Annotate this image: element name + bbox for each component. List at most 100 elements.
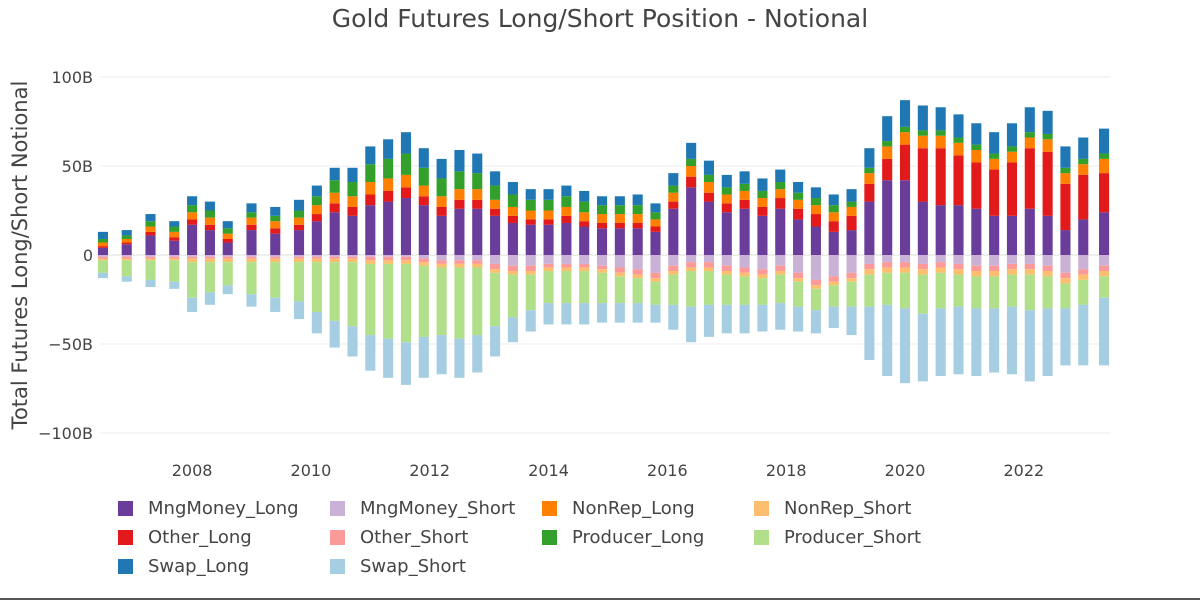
bar-mngmoney-long (169, 240, 180, 255)
bar-other-long (775, 198, 786, 209)
bar-other-long (917, 148, 928, 202)
bar-other-long (793, 208, 804, 220)
bar-producer-short (1024, 274, 1035, 311)
x-tick-label: 2018 (766, 461, 807, 480)
bar-swap-long (703, 160, 715, 175)
bar-producer-short (490, 272, 501, 327)
bar-nonrep-short (490, 269, 501, 273)
bar-nonrep-short (703, 267, 715, 272)
bar-nonrep-short (543, 267, 554, 272)
bar-mngmoney-long (846, 230, 857, 255)
bar-other-short (989, 265, 1000, 272)
bar-nonrep-long (329, 192, 340, 204)
bar-nonrep-long (899, 132, 911, 145)
bar-mngmoney-short (169, 255, 180, 257)
bar-other-short (543, 263, 554, 268)
x-tick-label: 2020 (885, 461, 926, 480)
bar-mngmoney-long (793, 219, 804, 255)
bar-other-short (882, 262, 893, 268)
bar-other-long (169, 237, 180, 241)
bar-swap-long (899, 100, 911, 127)
bar-producer-long (418, 167, 429, 186)
bar-swap-long (507, 182, 518, 195)
bar-swap-long (793, 182, 804, 193)
bar-other-short (400, 256, 412, 261)
legend-label: Swap_Short (360, 556, 466, 577)
bar-producer-long (1078, 158, 1089, 165)
bar-other-short (739, 267, 750, 273)
bar-mngmoney-long (329, 212, 340, 255)
bar-swap-short (418, 336, 429, 378)
bar-swap-long (650, 203, 661, 213)
bar-producer-long (989, 153, 1000, 159)
bar-mngmoney-short (507, 255, 518, 266)
legend-swatch (118, 530, 133, 545)
bar-producer-long (864, 167, 875, 174)
bar-nonrep-short (650, 278, 661, 282)
bar-other-short (632, 269, 643, 275)
bar-other-long (97, 246, 109, 248)
bar-nonrep-short (222, 258, 233, 263)
bar-producer-short (917, 274, 928, 314)
bar-nonrep-short (899, 267, 911, 273)
bar-producer-long (246, 212, 257, 218)
bar-mngmoney-short (329, 255, 340, 257)
bar-nonrep-long (757, 198, 768, 207)
bar-mngmoney-short (1078, 255, 1089, 270)
bar-nonrep-short (917, 269, 928, 275)
bar-swap-long (739, 171, 750, 184)
bar-other-long (1006, 162, 1018, 216)
bar-mngmoney-short (145, 255, 156, 257)
bar-nonrep-long (596, 214, 608, 223)
bar-mngmoney-short (935, 255, 946, 263)
bar-swap-short (989, 308, 1000, 373)
bar-nonrep-long (668, 192, 679, 202)
bar-swap-long (1078, 137, 1089, 159)
bar-producer-short (668, 274, 679, 305)
bar-nonrep-short (121, 258, 132, 261)
bar-nonrep-long (561, 206, 572, 216)
bar-swap-short (270, 297, 281, 312)
chart-title: Gold Futures Long/Short Position - Notio… (331, 4, 869, 33)
bar-other-long (543, 219, 554, 225)
bar-mngmoney-short (1042, 255, 1053, 266)
bar-nonrep-short (775, 271, 786, 275)
bar-other-short (329, 256, 340, 259)
bar-mngmoney-long (121, 244, 132, 255)
bars (97, 100, 1110, 385)
bar-other-long (953, 155, 964, 206)
bar-mngmoney-long (525, 224, 536, 255)
bar-nonrep-long (721, 194, 732, 204)
bar-mngmoney-long (632, 228, 643, 255)
bar-nonrep-long (400, 174, 412, 188)
bar-producer-short (418, 265, 429, 337)
bar-mngmoney-short (1024, 255, 1035, 264)
bar-other-long (935, 148, 946, 206)
bar-nonrep-short (739, 272, 750, 277)
bar-nonrep-short (596, 269, 608, 273)
bar-other-short (793, 272, 804, 279)
bar-other-long (400, 187, 412, 199)
bar-other-short (311, 256, 322, 259)
bar-swap-long (347, 167, 358, 183)
bar-swap-short (917, 313, 928, 382)
bar-mngmoney-long (400, 198, 412, 255)
bar-other-long (579, 221, 590, 227)
bar-swap-short (490, 326, 501, 357)
bar-mngmoney-short (828, 255, 839, 277)
bar-mngmoney-long (270, 233, 281, 255)
bar-mngmoney-long (418, 205, 429, 255)
bar-nonrep-long (490, 199, 501, 209)
bar-producer-short (293, 262, 305, 302)
bar-mngmoney-long (222, 242, 233, 255)
bar-swap-long (418, 148, 429, 168)
bar-swap-short (525, 310, 536, 332)
bar-producer-short (971, 276, 982, 309)
bar-mngmoney-short (739, 255, 750, 268)
bar-swap-long (810, 187, 821, 199)
bar-producer-long (1006, 146, 1018, 152)
bar-producer-long (757, 190, 768, 199)
bar-swap-long (989, 132, 1000, 154)
bar-swap-short (793, 306, 804, 332)
bar-other-long (686, 176, 697, 188)
